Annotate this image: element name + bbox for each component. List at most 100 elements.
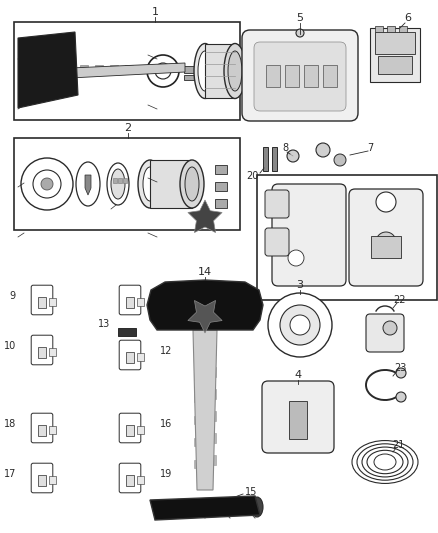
Text: 12: 12 bbox=[160, 346, 173, 356]
Text: 7: 7 bbox=[367, 143, 373, 153]
Bar bbox=[125, 65, 133, 73]
Bar bbox=[113, 178, 117, 183]
Bar bbox=[387, 26, 395, 32]
Ellipse shape bbox=[198, 51, 212, 91]
Bar bbox=[210, 455, 216, 465]
Bar bbox=[38, 297, 46, 308]
Bar bbox=[49, 477, 57, 484]
Bar bbox=[194, 438, 200, 446]
Ellipse shape bbox=[194, 44, 216, 99]
Ellipse shape bbox=[111, 169, 125, 199]
Circle shape bbox=[147, 55, 179, 87]
FancyBboxPatch shape bbox=[272, 184, 346, 286]
Bar bbox=[49, 298, 57, 306]
Bar bbox=[150, 160, 192, 208]
Bar bbox=[118, 328, 136, 336]
Bar bbox=[215, 182, 227, 191]
Bar bbox=[38, 425, 46, 436]
Bar bbox=[80, 65, 88, 73]
Bar bbox=[189, 285, 221, 301]
FancyBboxPatch shape bbox=[242, 30, 358, 121]
Bar bbox=[110, 65, 118, 73]
Bar bbox=[137, 477, 145, 484]
Ellipse shape bbox=[180, 160, 204, 208]
Ellipse shape bbox=[143, 167, 157, 201]
Circle shape bbox=[155, 63, 171, 79]
Bar bbox=[137, 298, 145, 306]
Bar bbox=[194, 350, 200, 358]
Bar bbox=[155, 65, 163, 73]
Bar bbox=[210, 389, 216, 399]
Text: 13: 13 bbox=[98, 319, 110, 329]
FancyBboxPatch shape bbox=[366, 314, 404, 352]
Bar bbox=[272, 147, 277, 171]
Bar bbox=[215, 199, 227, 208]
Bar bbox=[126, 425, 134, 436]
FancyBboxPatch shape bbox=[31, 285, 53, 315]
FancyBboxPatch shape bbox=[265, 228, 289, 256]
Bar bbox=[49, 426, 57, 434]
Circle shape bbox=[287, 150, 299, 162]
Bar bbox=[118, 178, 122, 183]
Text: 21: 21 bbox=[392, 440, 404, 450]
Ellipse shape bbox=[107, 163, 129, 205]
Bar bbox=[399, 26, 407, 32]
Circle shape bbox=[290, 315, 310, 335]
Bar bbox=[289, 401, 307, 439]
Text: 5: 5 bbox=[297, 13, 304, 23]
Circle shape bbox=[33, 170, 61, 198]
Bar bbox=[194, 394, 200, 402]
Bar bbox=[210, 367, 216, 377]
Circle shape bbox=[396, 392, 406, 402]
Circle shape bbox=[316, 143, 330, 157]
Ellipse shape bbox=[224, 44, 246, 99]
Circle shape bbox=[376, 192, 396, 212]
Text: 4: 4 bbox=[294, 370, 301, 380]
Bar bbox=[14, 138, 240, 230]
Bar bbox=[126, 352, 134, 363]
Text: 22: 22 bbox=[394, 295, 406, 305]
Ellipse shape bbox=[251, 497, 263, 517]
Circle shape bbox=[383, 321, 397, 335]
Ellipse shape bbox=[76, 162, 100, 206]
Circle shape bbox=[334, 154, 346, 166]
Polygon shape bbox=[147, 280, 263, 330]
FancyBboxPatch shape bbox=[254, 42, 346, 111]
FancyBboxPatch shape bbox=[119, 413, 141, 443]
FancyBboxPatch shape bbox=[31, 413, 53, 443]
Bar bbox=[370, 28, 420, 82]
Text: 1: 1 bbox=[152, 7, 159, 17]
Bar bbox=[137, 426, 145, 434]
Polygon shape bbox=[70, 63, 185, 78]
Bar bbox=[285, 65, 299, 87]
Bar bbox=[323, 65, 337, 87]
Bar bbox=[184, 75, 194, 80]
FancyBboxPatch shape bbox=[349, 189, 423, 286]
Text: 10: 10 bbox=[4, 341, 16, 351]
Polygon shape bbox=[150, 496, 260, 520]
Bar bbox=[215, 165, 227, 174]
Bar bbox=[194, 460, 200, 468]
Text: 11: 11 bbox=[160, 291, 172, 301]
Bar bbox=[375, 26, 383, 32]
Bar bbox=[49, 349, 57, 357]
Ellipse shape bbox=[374, 454, 396, 470]
Bar bbox=[137, 353, 145, 361]
Bar bbox=[194, 416, 200, 424]
Bar bbox=[194, 372, 200, 380]
Bar bbox=[257, 175, 437, 300]
Text: 9: 9 bbox=[10, 291, 16, 301]
Text: 23: 23 bbox=[394, 363, 406, 373]
Bar bbox=[378, 56, 412, 74]
FancyBboxPatch shape bbox=[262, 381, 334, 453]
Bar bbox=[14, 22, 240, 120]
Bar bbox=[263, 147, 268, 171]
Bar bbox=[210, 411, 216, 421]
Bar bbox=[266, 65, 280, 87]
Polygon shape bbox=[18, 32, 78, 108]
Ellipse shape bbox=[138, 160, 162, 208]
Circle shape bbox=[41, 178, 53, 190]
Circle shape bbox=[376, 232, 396, 252]
Bar bbox=[140, 65, 148, 73]
Circle shape bbox=[21, 158, 73, 210]
